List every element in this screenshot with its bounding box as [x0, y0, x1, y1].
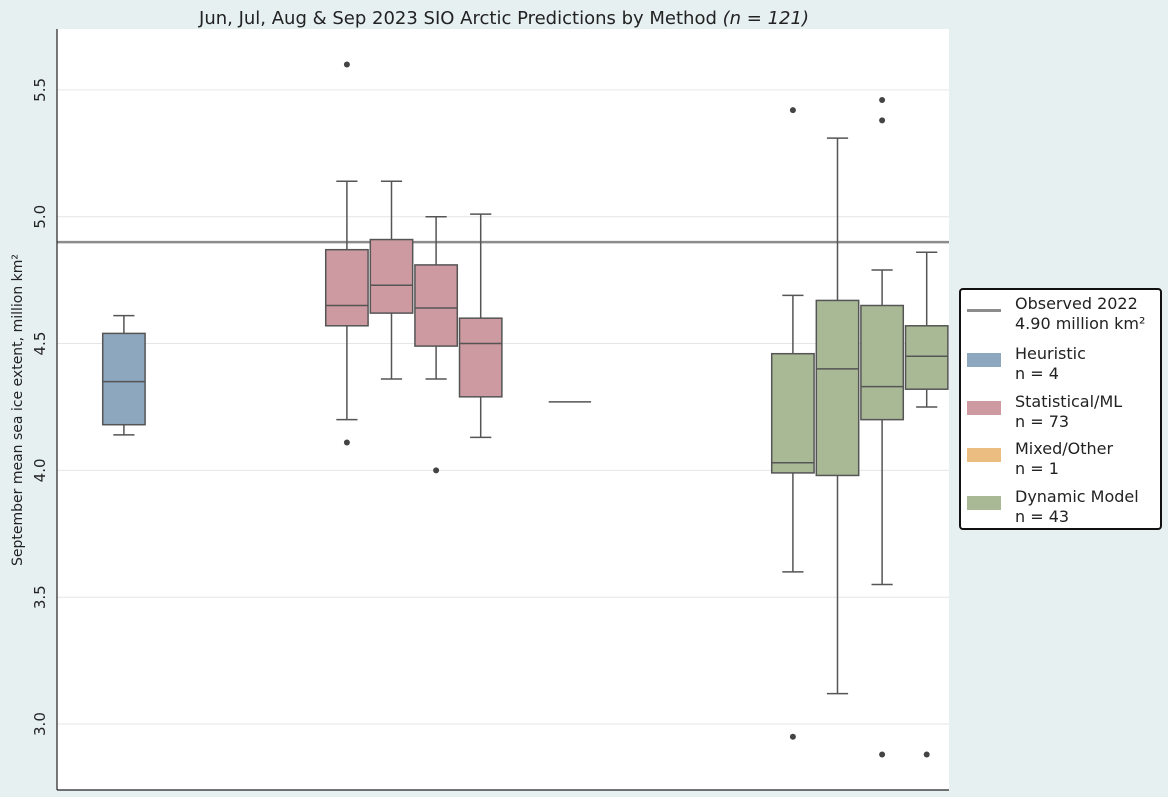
- legend-dynamic-label: Dynamic Model: [1015, 487, 1139, 506]
- y-tick-label: 4.0: [31, 458, 49, 482]
- box-iqr: [101, 332, 146, 426]
- box-iqr: [770, 352, 815, 474]
- plot-area: [57, 29, 949, 790]
- box-iqr: [414, 264, 459, 347]
- y-tick-label: 4.5: [31, 332, 49, 356]
- outlier-point: [923, 751, 930, 758]
- box-iqr: [904, 325, 949, 390]
- outlier-point: [879, 751, 886, 758]
- legend-heuristic-count: n = 4: [1015, 364, 1059, 383]
- outlier-point: [789, 107, 796, 114]
- box-group: [101, 314, 146, 436]
- box-group: [458, 213, 503, 439]
- box-group: [414, 215, 459, 474]
- chart-title-count: (n = 121): [723, 8, 809, 29]
- box-group: [770, 107, 815, 740]
- legend-item-mixed: Mixed/Other n = 1: [967, 439, 1113, 479]
- legend-mixed-label: Mixed/Other: [1015, 439, 1114, 458]
- legend-swatch-statistical: [967, 401, 1001, 415]
- legend: Observed 2022 4.90 million km² Heuristic…: [959, 288, 1162, 530]
- outlier-point: [343, 61, 350, 68]
- legend-swatch-dynamic: [967, 496, 1001, 510]
- box-group: [815, 137, 860, 695]
- box-iqr: [369, 238, 414, 314]
- legend-observed-label: Observed 2022: [1015, 294, 1138, 313]
- outlier-point: [879, 97, 886, 104]
- legend-observed-value: 4.90 million km²: [1015, 314, 1146, 333]
- box-group: [904, 251, 949, 758]
- y-tick-labels: 3.0 3.5 4.0 4.5 5.0 5.5: [31, 78, 49, 736]
- chart-title-text: Jun, Jul, Aug & Sep 2023 SIO Arctic Pred…: [198, 8, 717, 29]
- box-iqr: [324, 248, 369, 327]
- legend-statistical-label: Statistical/ML: [1015, 392, 1123, 411]
- legend-mixed-count: n = 1: [1015, 459, 1059, 478]
- box-group: [860, 97, 905, 758]
- outlier-point: [343, 439, 350, 446]
- legend-swatch-heuristic: [967, 353, 1001, 367]
- outlier-point: [433, 467, 440, 474]
- y-axis-label: September mean sea ice extent, million k…: [10, 254, 26, 566]
- legend-line-observed: [967, 309, 1001, 312]
- gridlines: [57, 89, 949, 725]
- y-tick-label: 5.5: [31, 78, 49, 102]
- legend-dynamic-count: n = 43: [1015, 507, 1070, 526]
- box-iqr: [815, 299, 860, 477]
- legend-swatch-mixed: [967, 448, 1001, 462]
- legend-item-observed: Observed 2022 4.90 million km²: [967, 294, 1145, 334]
- y-tick-label: 3.0: [31, 712, 49, 736]
- legend-item-heuristic: Heuristic n = 4: [967, 344, 1086, 384]
- outlier-point: [879, 117, 886, 124]
- box-group: [324, 61, 369, 446]
- box-group: [369, 180, 414, 380]
- chart-title: Jun, Jul, Aug & Sep 2023 SIO Arctic Pred…: [198, 8, 809, 29]
- y-tick-label: 5.0: [31, 205, 49, 229]
- box-series: [101, 61, 949, 758]
- box-iqr: [860, 304, 905, 421]
- legend-statistical-count: n = 73: [1015, 412, 1070, 431]
- legend-item-dynamic: Dynamic Model n = 43: [967, 487, 1139, 527]
- y-tick-label: 3.5: [31, 585, 49, 609]
- legend-heuristic-label: Heuristic: [1015, 344, 1086, 363]
- legend-item-statistical: Statistical/ML n = 73: [967, 392, 1122, 432]
- outlier-point: [789, 733, 796, 740]
- box-iqr: [458, 317, 503, 398]
